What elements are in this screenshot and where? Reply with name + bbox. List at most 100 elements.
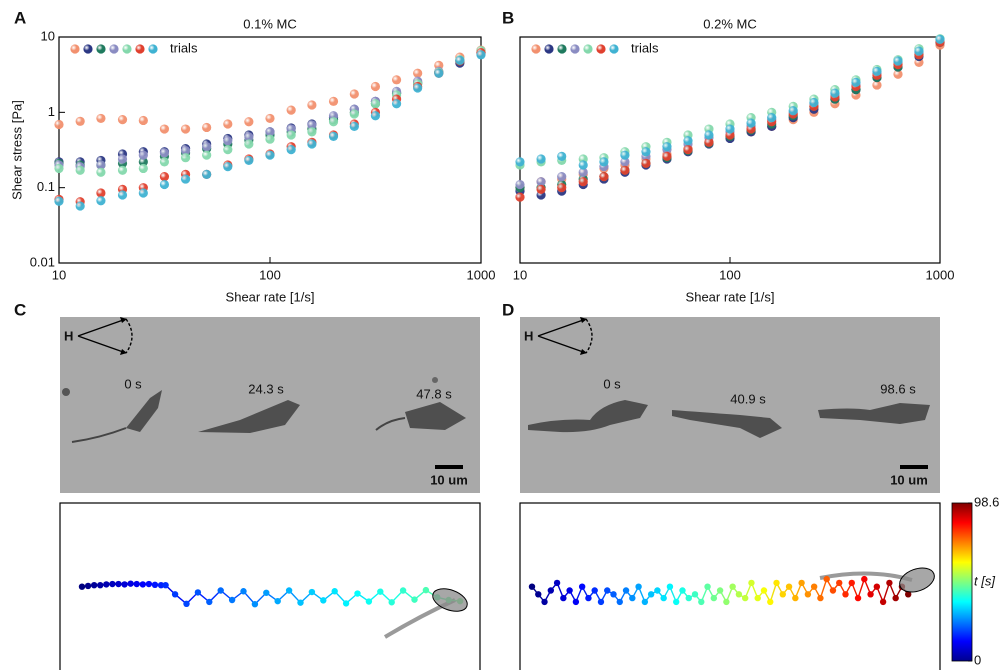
trajectory-point — [666, 583, 674, 590]
trajectory-point — [704, 583, 711, 590]
data-point — [159, 148, 170, 158]
x-axis-label: Shear rate [1/s] — [226, 289, 315, 304]
data-point — [138, 163, 148, 174]
trajectory-point — [748, 579, 755, 587]
data-point — [391, 99, 402, 109]
data-point — [349, 109, 359, 119]
trajectory-point — [342, 600, 350, 607]
micrograph — [60, 317, 480, 493]
trajectory-point — [145, 580, 153, 588]
x-tick-label: 100 — [719, 267, 741, 282]
trajectory-point — [892, 594, 899, 602]
data-point — [620, 157, 630, 167]
trajectory-point — [873, 583, 881, 590]
y-tick-label: 0.1 — [37, 179, 55, 194]
trajectory-point — [597, 598, 605, 606]
trajectory-point — [535, 591, 542, 598]
trajectory-point — [585, 594, 592, 602]
data-point — [286, 130, 296, 140]
trajectory-point — [151, 581, 159, 588]
trajectory-point — [767, 598, 774, 606]
trajectory-point — [641, 598, 649, 606]
trajectory-point — [848, 579, 855, 587]
trajectory-point — [331, 588, 338, 595]
data-point — [830, 88, 840, 98]
data-point — [935, 34, 945, 44]
data-point — [75, 201, 85, 211]
trajectory-point — [854, 594, 862, 602]
data-point — [96, 167, 106, 177]
data-point — [578, 160, 588, 170]
micrograph — [520, 317, 940, 493]
trajectory-point — [133, 580, 140, 588]
trajectory-point — [121, 581, 128, 588]
trajectory-point — [528, 583, 536, 590]
panel-label: B — [502, 8, 514, 27]
x-tick-label: 1000 — [467, 267, 496, 282]
data-point — [96, 160, 106, 170]
trajectory-point — [377, 588, 384, 595]
trajectory-point — [616, 598, 623, 606]
legend-marker — [570, 44, 580, 54]
trajectory-point — [560, 594, 567, 602]
data-point — [307, 127, 317, 137]
trajectory-line — [81, 582, 461, 606]
data-point — [159, 172, 170, 182]
data-point — [286, 145, 296, 155]
trajectory-point — [792, 594, 799, 602]
data-point — [117, 115, 128, 125]
legend-marker — [83, 44, 93, 54]
data-point — [349, 89, 359, 99]
data-point — [725, 124, 735, 134]
data-point — [117, 190, 128, 200]
data-point — [557, 151, 567, 162]
trajectory-point — [836, 579, 843, 587]
trajectory-point — [673, 598, 680, 606]
legend-marker — [135, 44, 145, 54]
data-point — [349, 121, 359, 132]
frame-label: 47.8 s — [416, 386, 452, 401]
trajectory-point — [171, 591, 179, 598]
data-point — [767, 113, 777, 123]
legend-marker — [109, 44, 119, 54]
data-point — [202, 150, 212, 160]
data-point — [307, 120, 317, 130]
trajectory-point — [798, 579, 805, 587]
trajectory-point — [773, 579, 780, 587]
annotation: H — [64, 328, 73, 343]
data-point — [223, 119, 233, 129]
trajectory-point — [578, 583, 586, 590]
data-point — [599, 157, 609, 167]
trajectory-point — [905, 591, 912, 598]
trajectory-point — [729, 583, 736, 590]
scale-bar-label: 10 um — [430, 472, 468, 487]
data-point — [746, 118, 756, 128]
panel-label: D — [502, 300, 514, 319]
trajectory-point — [422, 586, 430, 594]
trajectory-point — [629, 594, 636, 602]
trajectory-point — [760, 587, 768, 594]
trajectory-frame — [519, 502, 941, 670]
data-point — [557, 183, 567, 193]
trajectory-point — [817, 594, 824, 602]
data-point — [75, 116, 85, 126]
panel-label: A — [14, 8, 26, 27]
data-point — [159, 157, 170, 167]
data-point — [413, 68, 423, 78]
data-point — [54, 163, 64, 174]
data-point — [578, 177, 588, 187]
data-point — [328, 131, 339, 141]
trajectory-point — [685, 594, 692, 602]
trajectory-point — [829, 587, 837, 594]
trajectory-point — [109, 580, 116, 588]
data-point — [872, 80, 882, 90]
trajectory-point — [228, 596, 236, 604]
legend-marker — [557, 44, 567, 54]
frame-label: 0 s — [603, 376, 621, 391]
trajectory-point — [622, 587, 630, 594]
data-point — [641, 158, 651, 168]
x-tick-label: 1000 — [926, 267, 955, 282]
data-point — [244, 132, 254, 142]
data-point — [476, 50, 486, 60]
trajectory-point — [399, 587, 407, 594]
